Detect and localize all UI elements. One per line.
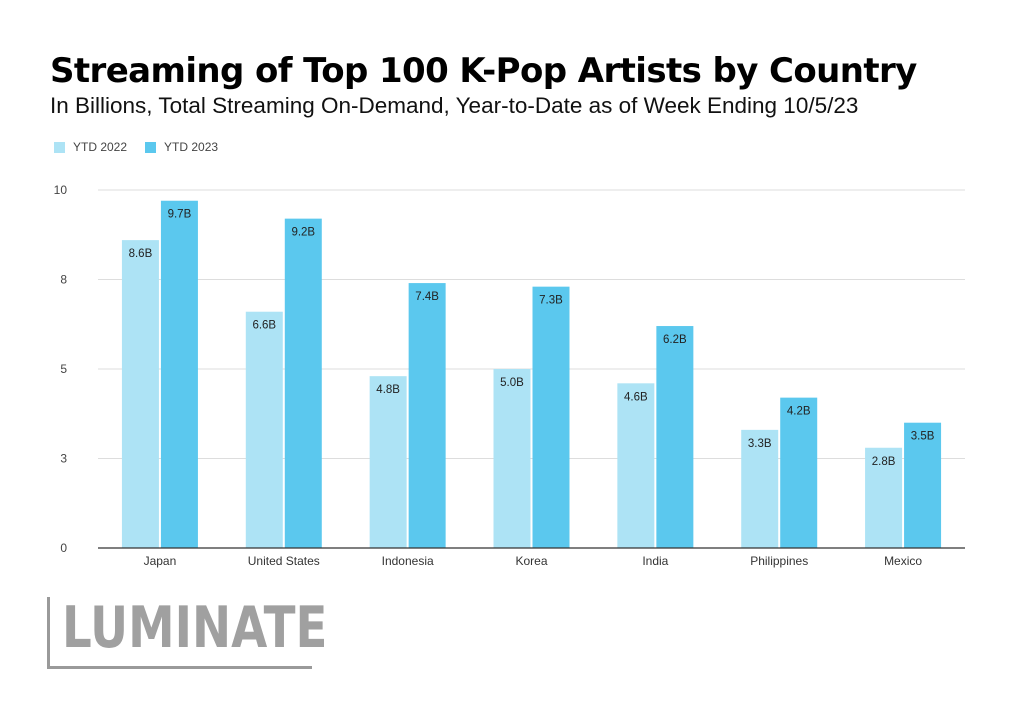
bar-ytd-2022-korea [493, 369, 531, 548]
x-tick-label: Korea [515, 554, 547, 568]
data-label: 2.8B [872, 456, 896, 468]
chart-legend: YTD 2022 YTD 2023 [54, 140, 218, 154]
bar-ytd-2023-indonesia [408, 283, 446, 548]
data-label: 7.4B [415, 291, 439, 303]
data-label: 9.2B [291, 227, 315, 239]
data-label: 5.0B [500, 377, 524, 389]
data-label: 8.6B [129, 248, 153, 260]
bar-ytd-2022-united-states [245, 311, 283, 548]
bar-ytd-2022-indonesia [369, 376, 407, 548]
data-label: 4.2B [787, 406, 811, 418]
bar-ytd-2022-india [617, 383, 655, 548]
y-tick-label: 5 [60, 362, 67, 376]
bar-ytd-2023-mexico [904, 422, 942, 548]
bar-ytd-2022-japan [121, 240, 159, 548]
legend-item-ytd-2023: YTD 2023 [145, 140, 218, 154]
bar-ytd-2022-philippines [741, 429, 779, 548]
data-label: 4.6B [624, 391, 648, 403]
y-tick-label: 3 [60, 452, 67, 466]
y-tick-label: 0 [60, 541, 67, 555]
bar-ytd-2023-united-states [284, 218, 322, 548]
x-tick-label: India [642, 554, 668, 568]
legend-label-ytd-2023: YTD 2023 [164, 140, 219, 154]
luminate-logo: LUMINATE [47, 597, 327, 669]
x-tick-label: United States [248, 554, 320, 568]
legend-swatch-ytd-2022 [54, 141, 65, 153]
x-tick-label: Indonesia [382, 554, 434, 568]
data-label: 6.6B [252, 320, 276, 332]
x-tick-label: Japan [144, 554, 177, 568]
data-label: 4.8B [376, 384, 400, 396]
x-tick-label: Mexico [884, 554, 922, 568]
bar-ytd-2023-japan [160, 200, 198, 549]
legend-item-ytd-2022: YTD 2022 [54, 140, 127, 154]
data-label: 9.7B [168, 209, 192, 221]
chart-subtitle: In Billions, Total Streaming On-Demand, … [50, 93, 859, 118]
chart-title: Streaming of Top 100 K-Pop Artists by Co… [50, 51, 917, 91]
bar-ytd-2022-mexico [865, 447, 903, 548]
bar-ytd-2023-india [656, 326, 694, 548]
data-label: 3.3B [748, 438, 772, 450]
data-label: 7.3B [539, 295, 563, 307]
bar-ytd-2023-korea [532, 286, 570, 548]
data-label: 3.5B [911, 431, 935, 443]
legend-swatch-ytd-2023 [145, 141, 157, 153]
y-tick-label: 8 [60, 273, 67, 287]
legend-label-ytd-2022: YTD 2022 [73, 140, 128, 154]
bar-ytd-2023-philippines [780, 397, 818, 548]
logo-text: LUMINATE [62, 595, 328, 661]
x-tick-label: Philippines [750, 554, 808, 568]
data-label: 6.2B [663, 334, 687, 346]
y-tick-label: 10 [54, 183, 68, 197]
